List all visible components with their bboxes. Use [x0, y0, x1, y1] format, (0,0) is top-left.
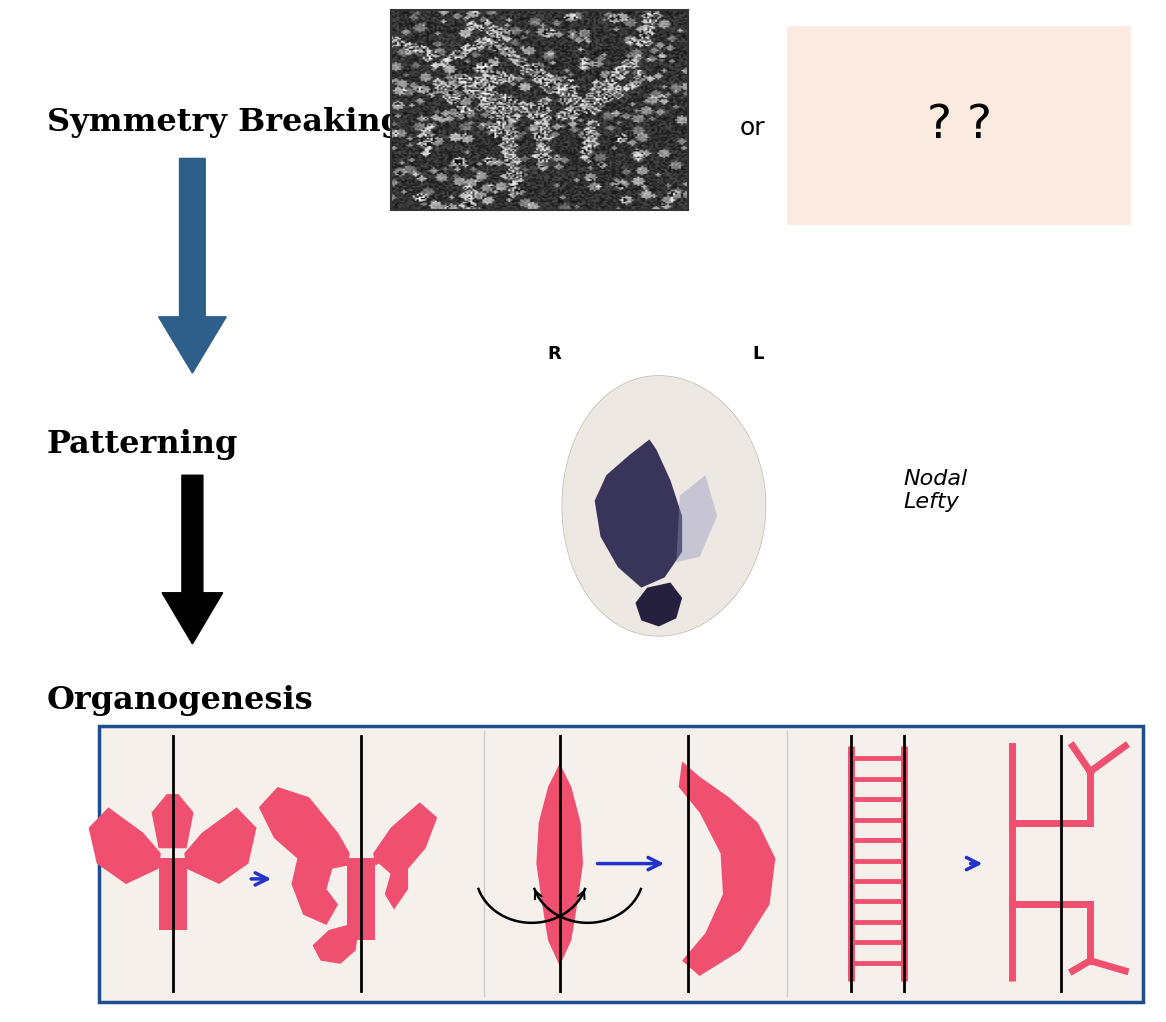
Polygon shape: [635, 583, 682, 626]
Text: Patterning: Patterning: [47, 429, 238, 460]
Polygon shape: [152, 794, 194, 848]
Text: Symmetry Breaking: Symmetry Breaking: [47, 107, 402, 138]
Polygon shape: [184, 807, 257, 884]
Polygon shape: [562, 376, 766, 636]
Polygon shape: [259, 787, 350, 925]
Polygon shape: [595, 439, 682, 588]
Text: Nodal
Lefty: Nodal Lefty: [904, 469, 968, 512]
Text: Organogenesis: Organogenesis: [47, 685, 314, 715]
Polygon shape: [676, 475, 717, 562]
Text: R: R: [547, 344, 561, 363]
Polygon shape: [347, 858, 375, 940]
Text: L: L: [752, 344, 764, 363]
FancyBboxPatch shape: [787, 26, 1131, 225]
Polygon shape: [373, 802, 437, 910]
Polygon shape: [679, 761, 775, 976]
Text: or: or: [739, 115, 765, 140]
FancyArrow shape: [159, 158, 226, 373]
FancyArrow shape: [162, 475, 223, 644]
Polygon shape: [89, 807, 161, 884]
Polygon shape: [312, 925, 358, 964]
Polygon shape: [536, 763, 583, 966]
Polygon shape: [159, 858, 187, 930]
Text: ? ?: ? ?: [927, 102, 991, 148]
FancyBboxPatch shape: [99, 726, 1143, 1002]
